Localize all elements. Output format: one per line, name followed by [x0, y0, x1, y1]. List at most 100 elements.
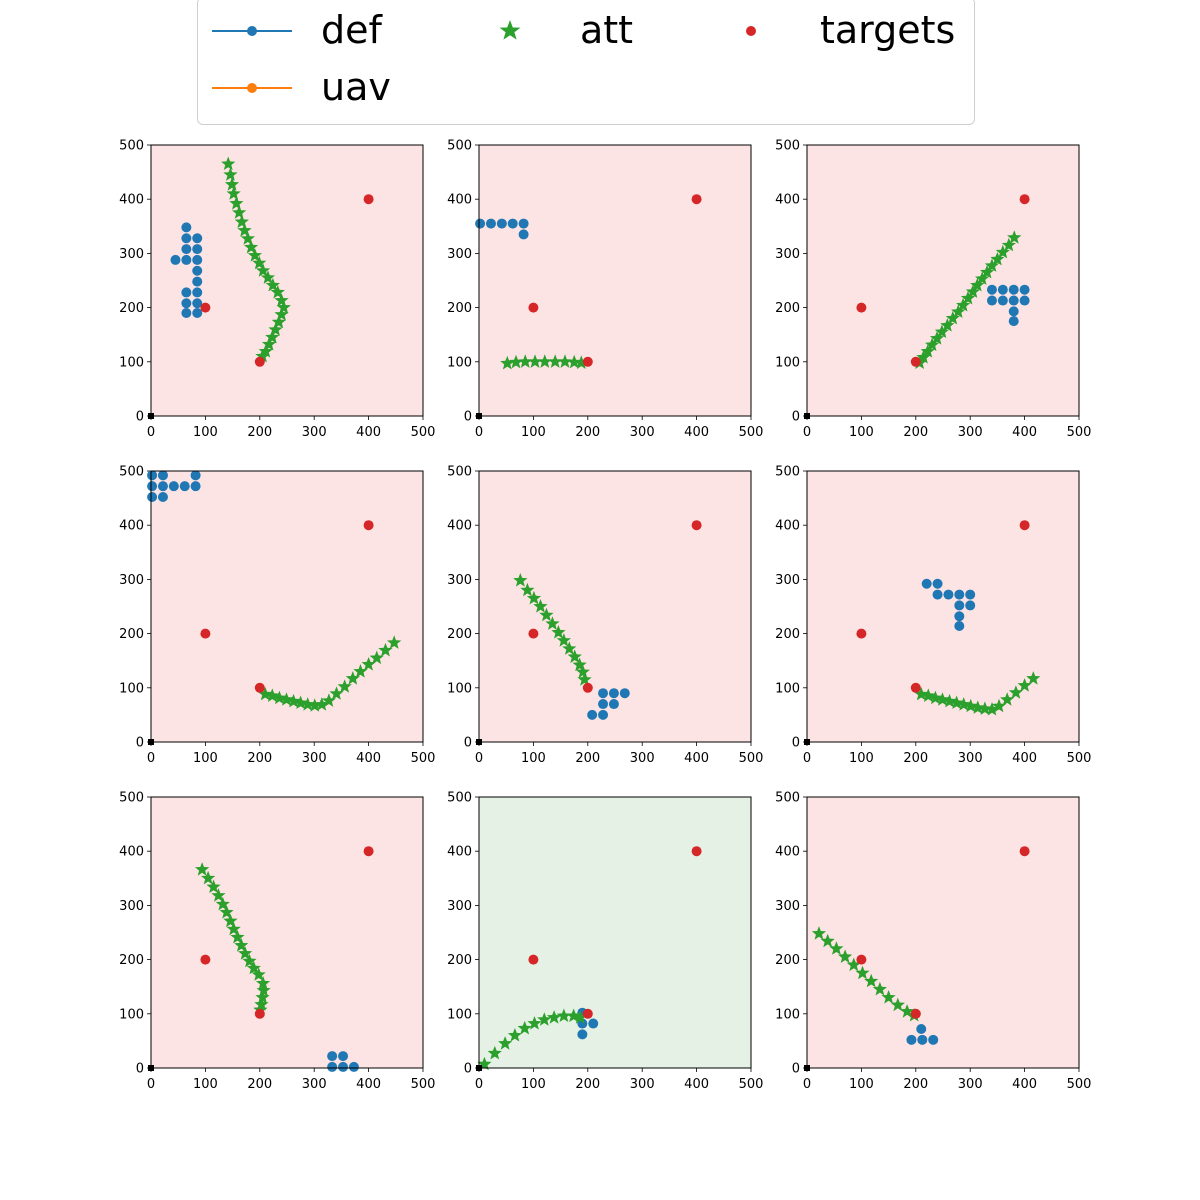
att-point [226, 921, 241, 936]
target-point [582, 682, 593, 693]
att-point [533, 599, 548, 613]
legend-label-att: att [580, 8, 634, 52]
y-tick-label: 400 [447, 845, 472, 860]
y-tick-label: 100 [447, 1007, 472, 1022]
x-tick-label: 0 [475, 425, 483, 440]
def-point [1008, 306, 1019, 317]
def-point [943, 589, 954, 600]
subplot-6: 0 100 200 300 400 500 0 100 200 300 400 500 [775, 465, 1091, 767]
att-point [274, 293, 289, 307]
att-point [314, 697, 329, 711]
att-point [566, 1008, 581, 1022]
def-point [348, 1061, 359, 1072]
att-point [252, 255, 267, 270]
def-point [147, 481, 158, 492]
att-point [268, 322, 283, 336]
att-point [837, 949, 853, 963]
att-point [507, 1028, 522, 1042]
def-point [485, 218, 496, 229]
att-point [247, 248, 262, 262]
x-tick-label: 200 [247, 425, 272, 440]
y-tick-label: 0 [792, 1062, 800, 1077]
y-tick-label: 400 [775, 193, 800, 208]
def-point [475, 218, 486, 229]
def-point [181, 308, 192, 319]
def-point [986, 295, 997, 306]
y-tick-label: 100 [119, 1007, 144, 1022]
target-point [856, 628, 867, 639]
att-point [984, 258, 1000, 272]
legend-markers [212, 20, 756, 93]
y-tick-label: 300 [119, 247, 144, 262]
y-tick-label: 500 [775, 791, 800, 806]
y-tick-label: 200 [119, 301, 144, 316]
legend-label-uav: uav [321, 65, 391, 109]
att-point [211, 888, 226, 902]
def-point [192, 265, 203, 276]
att-point [1001, 237, 1016, 252]
y-tick-label: 100 [775, 1007, 800, 1022]
x-tick-label: 400 [356, 751, 381, 766]
att-point [254, 997, 269, 1011]
def-point [157, 492, 168, 503]
y-tick-label: 500 [447, 465, 472, 480]
att-point [369, 650, 384, 665]
def-point [932, 589, 943, 600]
def-point [192, 276, 203, 287]
y-tick-label: 0 [136, 1062, 144, 1077]
target-point [691, 194, 702, 205]
y-tick-label: 200 [775, 301, 800, 316]
y-tick-label: 400 [447, 519, 472, 534]
att-point [820, 933, 835, 948]
x-tick-label: 0 [147, 425, 155, 440]
att-point [557, 354, 573, 368]
def-point [598, 688, 609, 699]
att-point [990, 251, 1005, 266]
att-point [274, 307, 289, 321]
att-point [244, 239, 259, 254]
y-tick-label: 0 [792, 410, 800, 425]
plot-area [151, 145, 423, 416]
x-tick-label: 100 [521, 751, 546, 766]
att-point [979, 264, 995, 279]
att-point [991, 698, 1007, 713]
subplot-2: 0 100 200 300 400 500 0 100 200 300 400 500 [447, 139, 763, 441]
def-point [954, 589, 965, 600]
att-point [195, 862, 210, 876]
def-point [997, 295, 1008, 306]
att-point [855, 965, 870, 980]
target-point [254, 1008, 265, 1019]
att-point [940, 318, 955, 332]
x-tick-label: 300 [302, 425, 327, 440]
def-point [921, 578, 932, 589]
y-tick-label: 400 [119, 845, 144, 860]
att-point [219, 904, 234, 919]
y-tick-label: 200 [119, 627, 144, 642]
subplot-8: 0 100 200 300 400 500 0 100 200 300 400 500 [447, 791, 763, 1093]
y-tick-label: 200 [447, 301, 472, 316]
def-point [928, 1034, 939, 1045]
att-point [237, 223, 252, 237]
def-point [598, 709, 609, 720]
def-point [327, 1061, 338, 1072]
def-point [338, 1051, 349, 1062]
def-point [170, 254, 181, 265]
def-point [496, 218, 507, 229]
y-tick-label: 200 [775, 953, 800, 968]
att-point [387, 635, 402, 649]
att-point [956, 297, 971, 312]
att-point [307, 698, 322, 712]
x-tick-label: 500 [411, 425, 436, 440]
x-tick-label: 0 [803, 1077, 811, 1092]
def-point [179, 481, 190, 492]
y-tick-label: 300 [447, 573, 472, 588]
att-point [255, 990, 270, 1004]
y-tick-label: 500 [447, 139, 472, 154]
y-tick-label: 200 [775, 627, 800, 642]
y-tick-label: 0 [792, 736, 800, 751]
subplot-9: 0 100 200 300 400 500 0 100 200 300 400 500 [775, 791, 1091, 1093]
def-point [954, 621, 965, 632]
legend-uav-marker [247, 83, 257, 93]
x-tick-label: 100 [849, 425, 874, 440]
x-tick-label: 400 [356, 1077, 381, 1092]
